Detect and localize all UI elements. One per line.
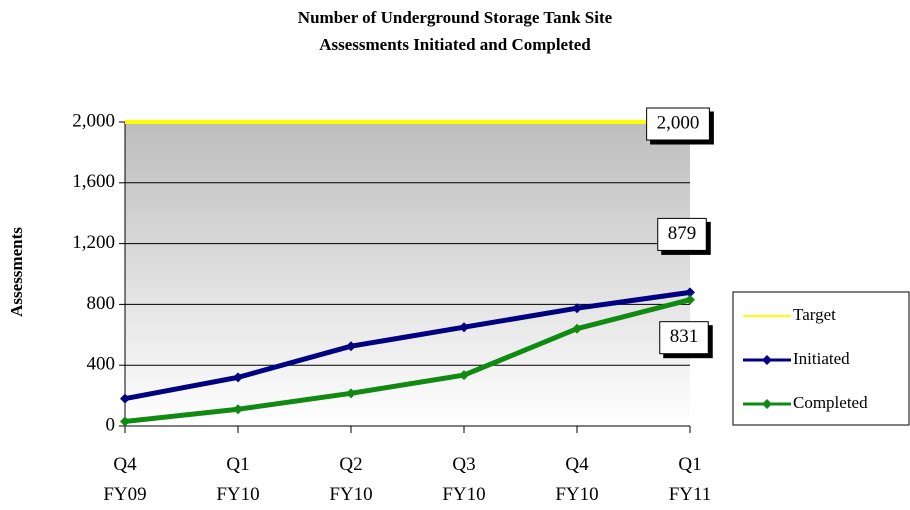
marker: [346, 341, 356, 352]
legend-label: Initiated: [793, 349, 850, 368]
marker: [572, 323, 582, 334]
x-tick-label: Q4 FY10: [555, 454, 599, 505]
marker: [120, 393, 130, 404]
x-tick-label: Q1 FY10: [216, 454, 260, 505]
marker: [346, 388, 356, 399]
x-tick-label: Q4 FY09: [103, 454, 147, 505]
marker: [685, 294, 695, 305]
y-axis-label: Assessments: [7, 227, 26, 317]
chart-title: Number of Underground Storage Tank Site: [298, 8, 613, 27]
marker: [233, 372, 243, 383]
y-tick-label: 1,600: [72, 171, 115, 192]
data-label-box: [659, 321, 709, 355]
marker: [459, 322, 469, 333]
chart-title: Assessments Initiated and Completed: [319, 35, 591, 54]
marker: [233, 404, 243, 415]
legend-label: Target: [793, 305, 836, 324]
legend-marker: [762, 355, 772, 365]
plot-area: [125, 122, 690, 426]
x-tick-label: Q2 FY10: [329, 454, 373, 505]
data-label: 879: [657, 217, 707, 251]
line-2: [124, 297, 691, 424]
legend-marker: [762, 399, 772, 409]
marker: [572, 303, 582, 314]
data-label-box: [646, 107, 710, 141]
y-tick-label: 400: [87, 354, 116, 375]
data-label-box: [657, 217, 707, 251]
data-label-text: 831: [670, 326, 699, 347]
data-label-text: 879: [668, 223, 697, 244]
data-label: 2,000: [646, 107, 710, 141]
x-tick-label: Q3 FY10: [442, 454, 486, 505]
y-tick-label: 0: [106, 414, 116, 435]
y-tick-label: 2,000: [72, 110, 115, 131]
y-tick-label: 1,200: [72, 232, 115, 253]
data-label-text: 2,000: [657, 112, 700, 133]
marker: [120, 416, 130, 427]
legend-label: Completed: [793, 393, 868, 412]
marker: [685, 287, 695, 298]
data-label: 831: [659, 321, 709, 355]
x-tick-label: Q1 FY11: [668, 454, 712, 505]
line-1: [124, 289, 691, 402]
y-tick-label: 800: [87, 293, 116, 314]
marker: [459, 370, 469, 381]
